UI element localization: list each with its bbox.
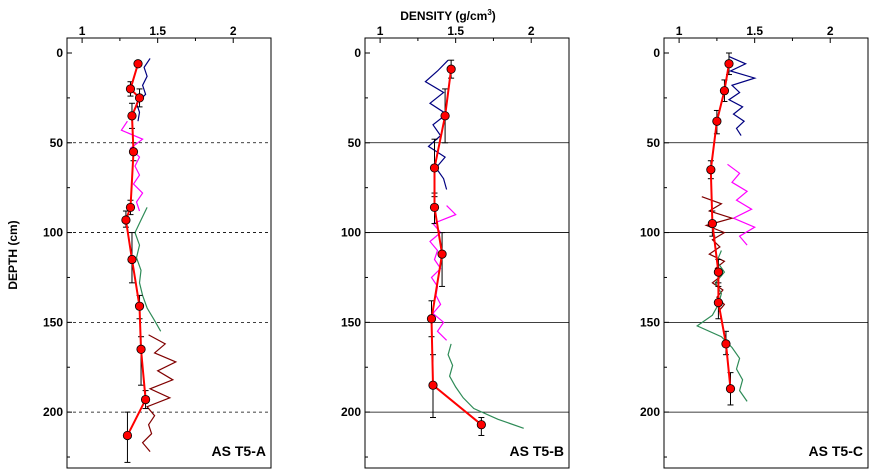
y-tick-label: 50	[348, 136, 362, 150]
core-sample-point	[713, 267, 724, 277]
density-axis-title-superscript: 3	[487, 8, 492, 17]
x-tick-label: 2	[230, 24, 237, 38]
y-tick-label: 100	[640, 226, 660, 240]
panel-label: AS T5-C	[809, 443, 863, 459]
core-sample-point	[707, 218, 717, 229]
scan-series-gamma_green	[695, 250, 748, 402]
y-tick-label: 200	[43, 405, 63, 419]
core-sample-point	[713, 297, 724, 308]
core-sample-point	[721, 339, 731, 349]
core-sample-point	[446, 64, 456, 74]
core-sample-point	[136, 344, 146, 354]
x-tick-label: 1	[79, 24, 86, 38]
core-sample-point	[125, 202, 136, 213]
plot-frame	[364, 37, 570, 469]
core-sample-line	[124, 63, 147, 436]
y-tick-label: 50	[50, 136, 64, 150]
x-tick-label: 1	[377, 24, 384, 38]
core-sample-point	[719, 86, 730, 96]
scan-series-gamma_mid	[120, 120, 144, 212]
y-tick-label: 150	[341, 315, 361, 329]
core-sample-point	[724, 59, 734, 69]
y-tick-label: 0	[653, 46, 660, 60]
panel-1: 1 1.5 2 0 50 100 150 200 AS T5-A	[43, 24, 272, 469]
y-tick-label: 200	[640, 405, 660, 419]
core-sample-point	[122, 430, 133, 441]
core-sample-point	[725, 384, 736, 394]
core-sample-point	[440, 111, 450, 121]
y-tick-label: 0	[56, 46, 63, 60]
x-tick-label: 1.5	[149, 24, 166, 38]
core-sample-point	[426, 314, 437, 324]
scan-series-gamma_green	[134, 207, 162, 332]
core-sample-point	[125, 84, 136, 94]
y-tick-label: 150	[43, 315, 63, 329]
scan-series-gamma_top	[135, 58, 151, 122]
core-sample-point	[428, 380, 438, 390]
core-sample-point	[437, 249, 447, 259]
density-axis-title: DENSITY (g/cm3)	[400, 8, 496, 23]
core-sample-point	[706, 165, 716, 175]
density-axis-title-main: DENSITY (g/cm	[400, 9, 487, 23]
x-tick-label: 1.5	[746, 24, 763, 38]
scan-series-gamma_green	[447, 343, 524, 429]
scan-series-gamma_mid	[429, 205, 457, 341]
y-tick-label: 50	[647, 136, 661, 150]
y-tick-label: 200	[341, 405, 361, 419]
y-tick-label: 0	[354, 46, 361, 60]
panel-label: AS T5-B	[510, 443, 564, 459]
y-tick-label: 100	[43, 226, 63, 240]
density-axis-title-close: )	[492, 9, 496, 23]
core-sample-point	[127, 254, 137, 265]
core-sample-point	[140, 394, 151, 405]
y-tick-label: 150	[640, 315, 660, 329]
x-tick-label: 1	[676, 24, 683, 38]
panel-label: AS T5-A	[212, 443, 266, 459]
core-sample-point	[127, 111, 137, 121]
core-sample-point	[429, 202, 440, 213]
plot-frame	[66, 37, 272, 469]
panel-2: 1 1.5 2 0 50 100 150 200 AS T5-B	[341, 24, 570, 469]
plot-frame	[663, 37, 869, 469]
core-sample-point	[429, 163, 440, 173]
panel-3: 1 1.5 2 0 50 100 150 200 AS T5-C	[640, 24, 869, 469]
y-tick-label: 100	[341, 226, 361, 240]
scan-series-gamma_brown	[141, 334, 178, 452]
scan-series-gamma_top	[727, 56, 757, 136]
core-sample-line	[430, 69, 483, 426]
scan-series-gamma_mid	[727, 163, 757, 246]
core-sample-point	[134, 301, 145, 311]
core-sample-point	[134, 93, 145, 103]
core-sample-point	[476, 420, 486, 430]
x-tick-label: 1.5	[447, 24, 464, 38]
core-sample-point	[133, 59, 143, 69]
x-tick-label: 2	[528, 24, 535, 38]
depth-axis-title: DEPTH (cm)	[6, 220, 20, 289]
core-sample-point	[121, 215, 131, 225]
x-tick-label: 2	[827, 24, 834, 38]
core-sample-point	[712, 116, 722, 126]
core-sample-point	[128, 147, 139, 157]
